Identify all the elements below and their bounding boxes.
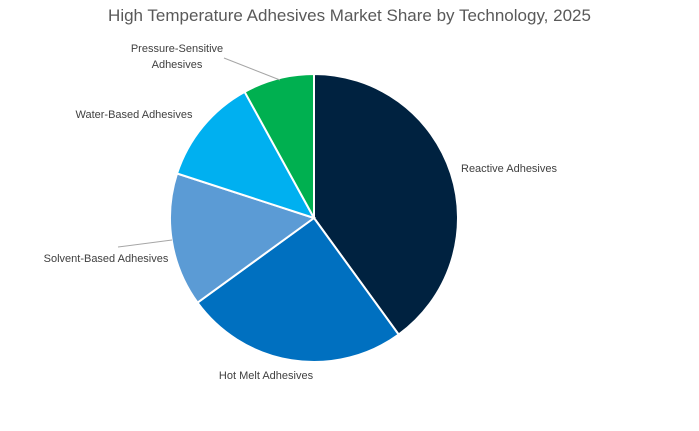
slice-label: Water-Based Adhesives xyxy=(76,109,193,121)
leader-line xyxy=(117,239,173,248)
chart-title: High Temperature Adhesives Market Share … xyxy=(108,6,591,25)
leader-line xyxy=(223,57,281,81)
slice-label: Solvent-Based Adhesives xyxy=(44,253,169,265)
slice-label: Reactive Adhesives xyxy=(461,163,557,175)
slice-label: Pressure-Sensitive Adhesives xyxy=(131,43,223,71)
pie-slice-pressure-sensitive-adhesives xyxy=(243,72,315,219)
slice-label: Hot Melt Adhesives xyxy=(219,370,314,382)
pie-slice-hot-melt-adhesives xyxy=(196,216,401,363)
pie-slice-reactive-adhesives xyxy=(313,72,459,336)
pie-slice-water-based-adhesives xyxy=(175,90,317,220)
